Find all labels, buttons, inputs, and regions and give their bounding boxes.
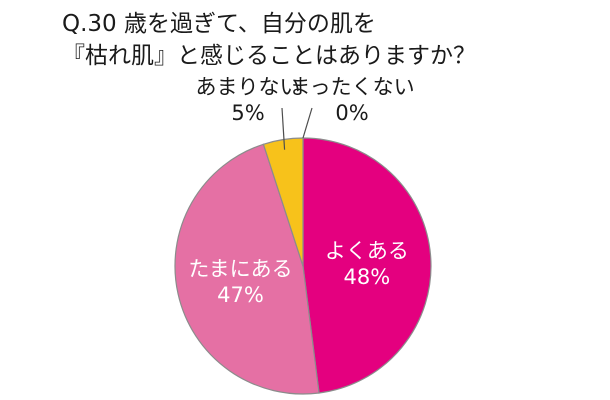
slice-label-1: よくある	[325, 239, 409, 263]
slice-value-1: 48%	[344, 265, 391, 289]
slice-value-2: 47%	[217, 283, 264, 307]
chart-title-block: Q.30 歳を過ぎて、自分の肌を 『枯れ肌』と感じることはありますか？	[62, 8, 582, 72]
chart-title: Q.30 歳を過ぎて、自分の肌を	[62, 11, 376, 37]
slice-value-4: 0%	[335, 101, 368, 125]
pie-slice-3	[262, 137, 304, 267]
chart-subtitle: 『枯れ肌』と感じることはありますか？	[62, 43, 476, 69]
slice-label-4: まったくない	[289, 75, 414, 99]
pie-slice-1	[302, 137, 432, 394]
slice-label-3: あまりない	[196, 75, 301, 99]
slice-value-3: 5%	[231, 101, 264, 125]
slice-label-2: たまにある	[188, 257, 292, 281]
pie-slice-2	[174, 143, 320, 395]
leader-lines	[281, 107, 313, 150]
pie-slices	[174, 137, 432, 395]
leader-line-4	[302, 107, 313, 139]
leader-line-3	[281, 107, 286, 150]
